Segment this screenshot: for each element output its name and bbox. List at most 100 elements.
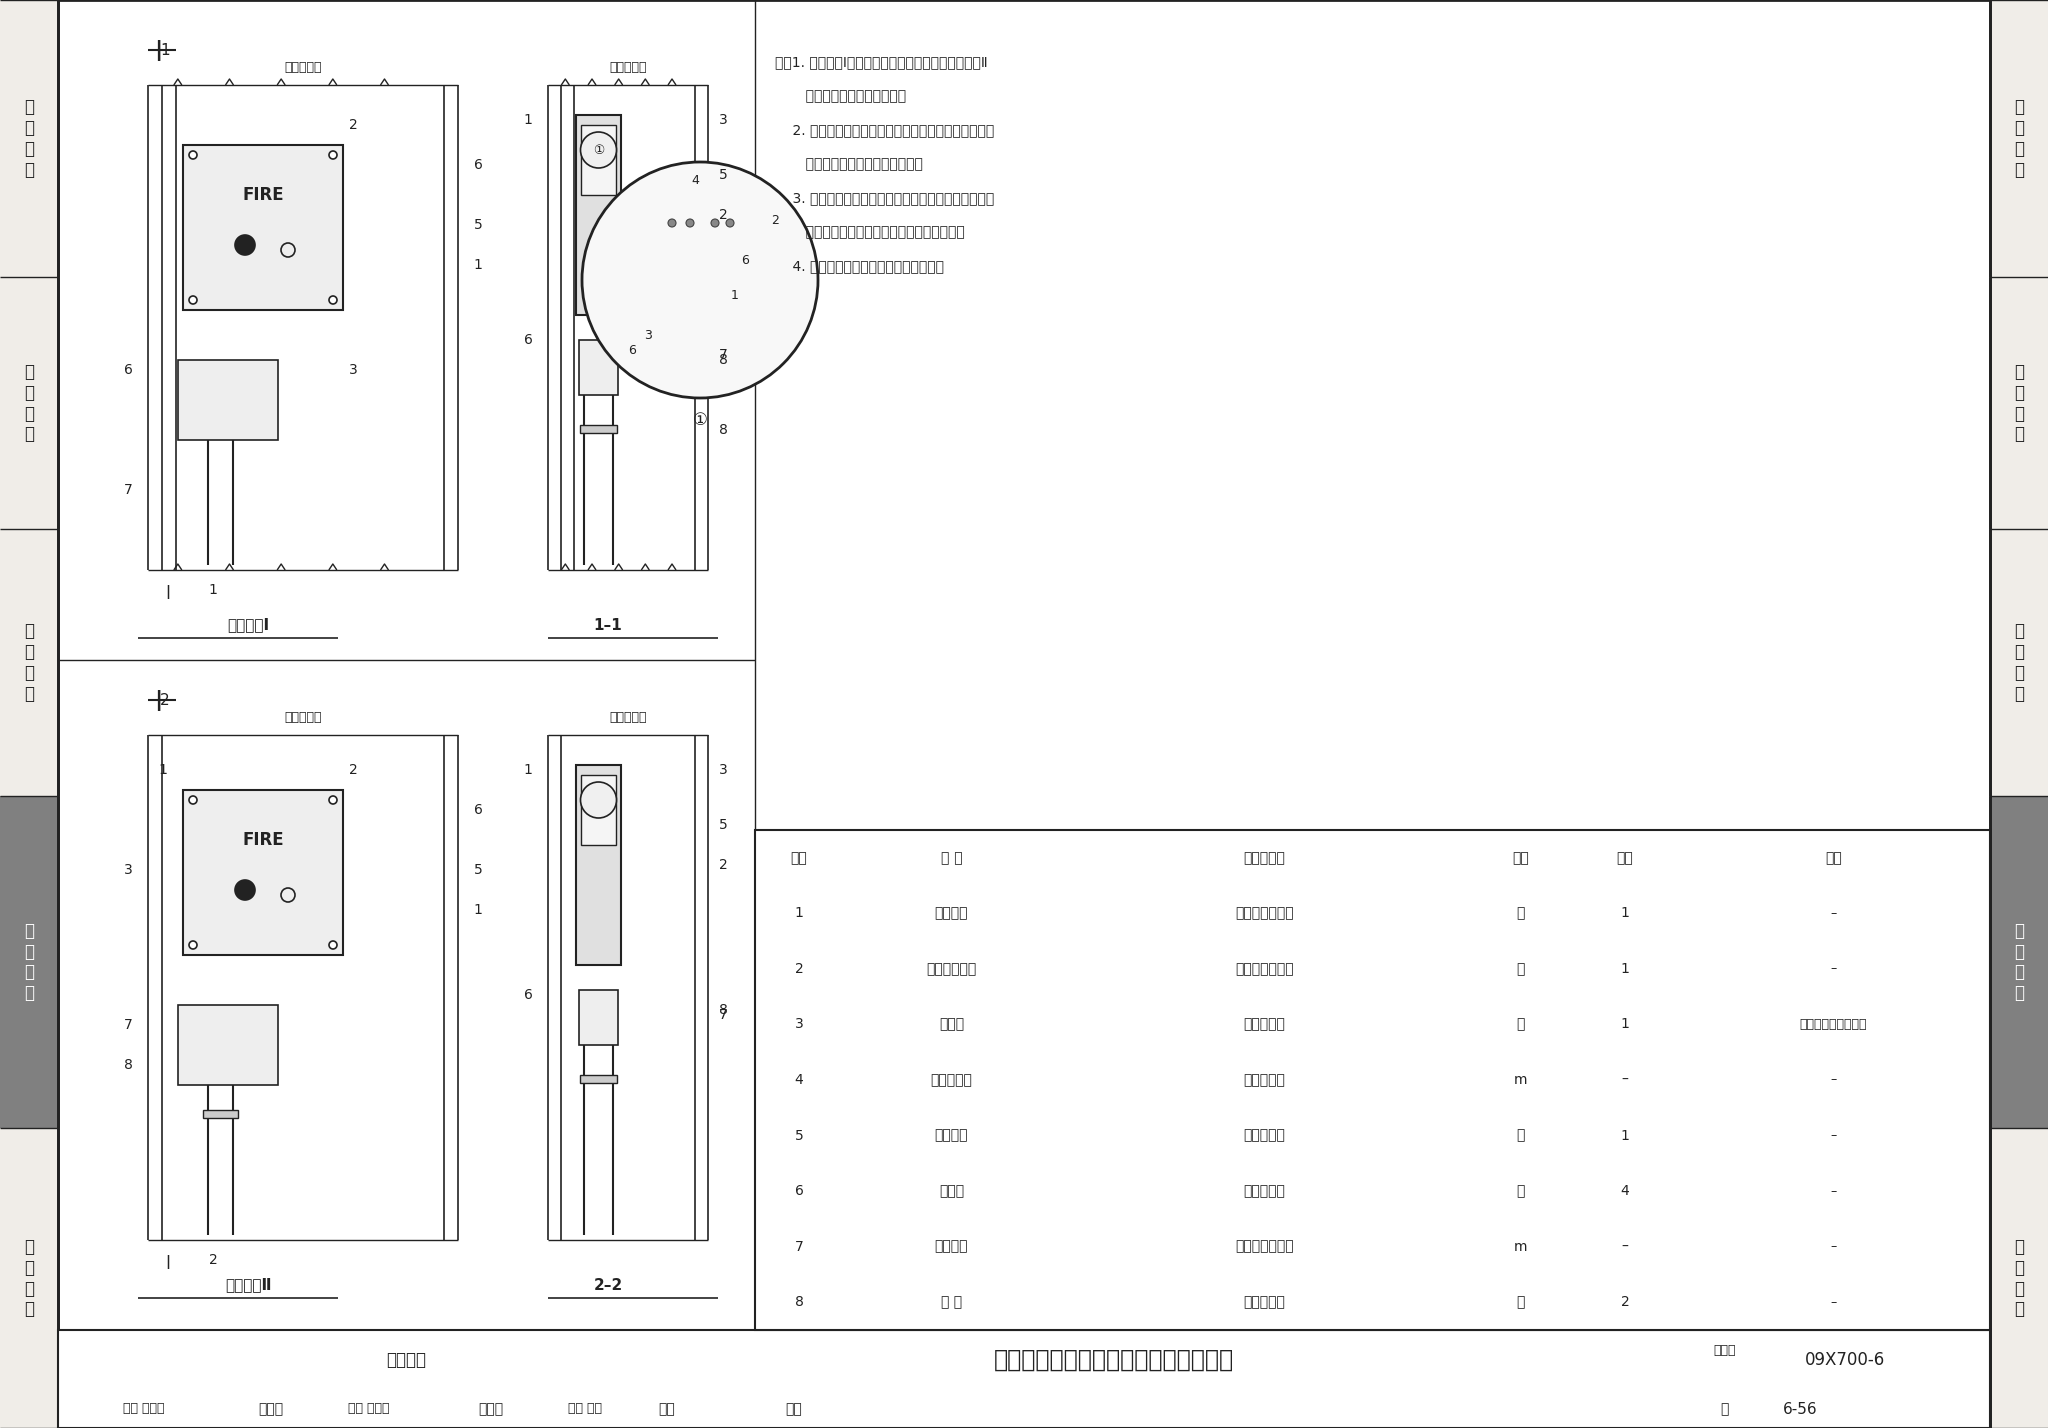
Bar (582, 775, 616, 845)
Text: 施工单位选: 施工单位选 (1243, 1072, 1286, 1087)
Bar (575, 765, 621, 965)
Bar (580, 426, 616, 433)
Text: 8: 8 (719, 423, 727, 437)
Text: 2: 2 (348, 119, 356, 131)
Text: 3: 3 (719, 763, 727, 777)
Text: 施工单位选: 施工单位选 (1243, 1128, 1286, 1142)
Text: 2: 2 (348, 763, 356, 777)
Text: 6: 6 (629, 344, 637, 357)
Text: |: | (166, 585, 170, 598)
Text: 块: 块 (1518, 907, 1526, 920)
Text: 1: 1 (473, 258, 483, 271)
Bar (203, 1110, 238, 1118)
Text: 手动报警、消火栓按钮在彩钢板上安装: 手动报警、消火栓按钮在彩钢板上安装 (993, 1348, 1235, 1372)
Circle shape (188, 941, 197, 950)
Text: 5: 5 (473, 863, 483, 877)
Text: 6: 6 (524, 333, 532, 347)
Text: 个: 个 (1518, 1128, 1526, 1142)
Text: 3: 3 (123, 863, 133, 877)
Text: 2: 2 (719, 858, 727, 873)
Text: |: | (166, 1255, 170, 1269)
Bar (0, 530, 57, 795)
Text: 型号及规格: 型号及规格 (1243, 851, 1286, 865)
Text: 5: 5 (719, 818, 727, 833)
Text: 6: 6 (123, 363, 133, 377)
Text: 闫志军: 闫志军 (477, 1402, 504, 1417)
Bar (580, 340, 618, 396)
Text: 09X700-6: 09X700-6 (1804, 1351, 1884, 1369)
Text: 6: 6 (473, 159, 483, 171)
Text: 安装方式Ⅰ: 安装方式Ⅰ (227, 617, 268, 633)
Text: 缆
线
敷
设: 缆 线 敷 设 (25, 623, 35, 703)
Bar (582, 126, 616, 196)
Circle shape (582, 161, 817, 398)
Text: 1: 1 (1620, 1017, 1630, 1031)
Text: 6: 6 (741, 254, 750, 267)
Circle shape (188, 795, 197, 804)
Text: 名 称: 名 称 (940, 851, 963, 865)
Bar (182, 146, 342, 310)
Bar (575, 116, 621, 316)
Circle shape (188, 151, 197, 159)
Text: 1: 1 (1620, 1128, 1630, 1142)
Bar (178, 360, 279, 440)
Text: 4. 拉铆钉的选用应满足安装强度要求。: 4. 拉铆钉的选用应满足安装强度要求。 (774, 258, 944, 273)
Text: 2: 2 (770, 214, 778, 227)
Text: 8: 8 (719, 1002, 727, 1017)
Text: 2: 2 (209, 1252, 217, 1267)
Text: 6: 6 (795, 1184, 803, 1198)
Bar (580, 1075, 616, 1082)
Text: 单位: 单位 (1513, 851, 1530, 865)
Text: FIRE: FIRE (242, 831, 285, 850)
Text: 1: 1 (795, 907, 803, 920)
Text: 4: 4 (1620, 1184, 1630, 1198)
Text: 8: 8 (719, 353, 727, 367)
Text: 机
房
工
程: 机 房 工 程 (2013, 99, 2023, 178)
Text: 供
电
电
源: 供 电 电 源 (2013, 363, 2023, 443)
Text: 彩钢板墙体: 彩钢板墙体 (608, 60, 647, 73)
Text: 页: 页 (1720, 1402, 1729, 1417)
Text: 注：1. 安装方式Ⅰ为安装在有波彩钢板墙面，安装方式Ⅱ: 注：1. 安装方式Ⅰ为安装在有波彩钢板墙面，安装方式Ⅱ (774, 56, 987, 69)
Text: 缆
线
敷
设: 缆 线 敷 设 (2013, 623, 2023, 703)
Text: m: m (1513, 1240, 1528, 1254)
Text: 5: 5 (795, 1128, 803, 1142)
Text: 手动报警按钮: 手动报警按钮 (926, 962, 977, 975)
Text: 1: 1 (524, 113, 532, 127)
Text: –: – (1831, 1130, 1837, 1142)
Bar (1991, 1128, 2048, 1428)
Text: 数量: 数量 (1616, 851, 1634, 865)
Text: 7: 7 (719, 1008, 727, 1022)
Text: |: | (154, 690, 162, 711)
Text: 1: 1 (1620, 907, 1630, 920)
Text: 个: 个 (1518, 1184, 1526, 1198)
Text: –: – (1831, 1185, 1837, 1198)
Circle shape (580, 783, 616, 818)
Text: 拉铆钉: 拉铆钉 (938, 1184, 965, 1198)
Bar (1991, 530, 2048, 795)
Bar (0, 277, 57, 530)
Text: 梁稀: 梁稀 (657, 1402, 674, 1417)
Text: 1: 1 (731, 288, 739, 301)
Text: 设
备
安
装: 设 备 安 装 (25, 922, 35, 1002)
Text: 6-56: 6-56 (1782, 1401, 1817, 1417)
Text: 自攻螺钉: 自攻螺钉 (934, 1128, 969, 1142)
Text: –: – (1831, 1074, 1837, 1087)
Text: 1: 1 (160, 43, 170, 57)
Text: 2–2: 2–2 (594, 1278, 623, 1292)
Text: 2: 2 (795, 962, 803, 975)
Bar (690, 231, 719, 327)
Circle shape (580, 131, 616, 169)
Text: 1: 1 (1620, 962, 1630, 975)
Text: 电气管线: 电气管线 (934, 1240, 969, 1254)
Text: 防
雷
接
地: 防 雷 接 地 (2013, 1238, 2023, 1318)
Text: 1: 1 (209, 583, 217, 597)
Text: 8: 8 (795, 1295, 803, 1309)
Text: 8: 8 (123, 1058, 133, 1072)
Text: 2: 2 (160, 693, 170, 707)
Text: 个: 个 (1518, 1295, 1526, 1309)
Circle shape (236, 880, 256, 900)
Text: 金属波纹管: 金属波纹管 (930, 1072, 973, 1087)
Text: 1: 1 (524, 763, 532, 777)
Text: 备注: 备注 (1825, 851, 1841, 865)
Text: 7: 7 (123, 483, 133, 497)
